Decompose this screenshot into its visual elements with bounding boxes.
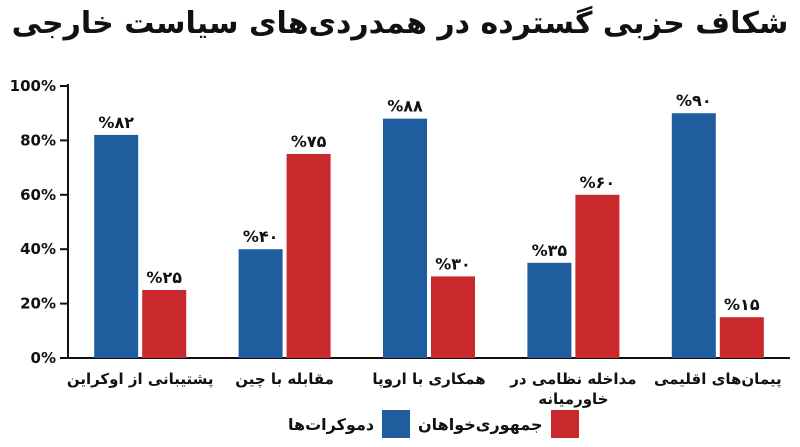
bar-democrats	[383, 118, 427, 358]
x-tick-label: پشتیبانی از اوکراین	[67, 370, 214, 389]
bar-republicans	[431, 276, 475, 358]
y-tick-label: 100%	[10, 77, 56, 95]
bar-republicans	[719, 317, 764, 358]
bar-value-label: %۱۵	[724, 295, 760, 314]
x-tick-label: مداخله نظامی در	[509, 370, 636, 388]
legend-label-republicans: جمهوری‌خواهان	[418, 414, 543, 434]
y-tick-label: 20%	[20, 295, 56, 313]
bar-value-label: %۸۲	[98, 113, 134, 132]
bar-democrats	[671, 113, 716, 358]
bar-value-label: %۹۰	[676, 91, 712, 110]
bar-value-label: %۸۸	[387, 97, 423, 116]
y-tick-label: 0%	[31, 349, 56, 367]
x-tick-label: خاورمیانه	[538, 390, 608, 408]
legend-item-republicans: جمهوری‌خواهان	[418, 408, 579, 440]
y-tick-label: 80%	[20, 131, 56, 149]
x-tick-label: پیمان‌های اقلیمی	[654, 370, 782, 389]
bar-republicans	[575, 194, 620, 358]
x-tick-label: همکاری با اروپا	[372, 370, 485, 389]
bar-republicans	[286, 154, 331, 358]
bar-democrats	[238, 249, 283, 358]
bar-democrats	[527, 262, 572, 358]
bar-value-label: %۷۵	[291, 132, 327, 151]
legend: دموکرات‌ها جمهوری‌خواهان	[0, 408, 800, 440]
legend-swatch-democrats	[382, 410, 411, 438]
bar-republicans	[142, 290, 187, 358]
y-tick-label: 60%	[20, 186, 56, 204]
bar-value-label: %۳۵	[532, 241, 568, 260]
chart-title: شکاف حزبی گسترده در همدردی‌های سیاست خار…	[11, 6, 789, 41]
legend-swatch-republicans	[550, 410, 579, 438]
x-tick-label: مقابله با چین	[235, 370, 334, 389]
bar-value-label: %۲۵	[146, 268, 182, 287]
bar-value-label: %۶۰	[580, 173, 616, 192]
bar-value-label: %۴۰	[243, 227, 279, 246]
legend-item-democrats: دموکرات‌ها	[288, 408, 411, 440]
legend-label-democrats: دموکرات‌ها	[288, 414, 375, 434]
bar-democrats	[94, 134, 139, 358]
y-tick-label: 40%	[20, 240, 56, 258]
bar-value-label: %۳۰	[435, 254, 471, 273]
